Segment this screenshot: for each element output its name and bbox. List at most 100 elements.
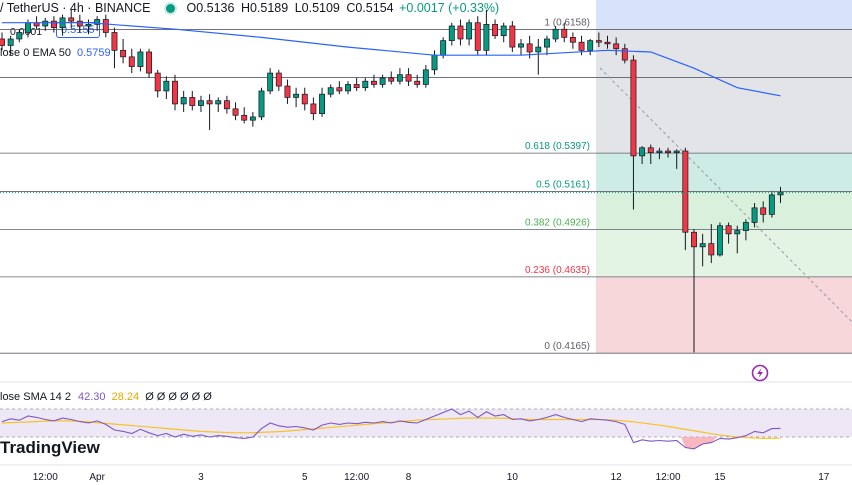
- symbol-label: / TetherUS · 4h · BINANCE: [0, 1, 151, 15]
- candle[interactable]: [474, 16, 481, 56]
- candle[interactable]: [223, 95, 230, 114]
- candle[interactable]: [768, 191, 775, 218]
- candle[interactable]: [656, 147, 663, 160]
- candle[interactable]: [518, 38, 524, 56]
- ema-legend-value: 0.5759: [77, 47, 111, 59]
- candle[interactable]: [492, 19, 499, 39]
- candle[interactable]: [76, 14, 83, 33]
- candle[interactable]: [621, 43, 628, 64]
- candle[interactable]: [448, 22, 455, 46]
- candle[interactable]: [189, 90, 196, 111]
- fib-zone: [596, 191, 852, 230]
- candle[interactable]: [42, 17, 49, 31]
- candle[interactable]: [284, 79, 291, 104]
- candle[interactable]: [422, 64, 429, 88]
- candle[interactable]: [232, 102, 239, 121]
- candle[interactable]: [691, 228, 697, 353]
- candle[interactable]: [146, 48, 152, 78]
- fib-zone: [596, 153, 852, 192]
- candle[interactable]: [647, 144, 654, 165]
- candle[interactable]: [293, 87, 300, 108]
- candle[interactable]: [16, 29, 23, 43]
- candle[interactable]: [353, 77, 360, 91]
- candle[interactable]: [734, 225, 741, 254]
- candle[interactable]: [431, 50, 438, 75]
- candle[interactable]: [604, 35, 611, 49]
- candle[interactable]: [457, 19, 464, 46]
- candle[interactable]: [396, 68, 403, 85]
- candle[interactable]: [673, 149, 680, 169]
- ema-legend[interactable]: lose 0 EMA 50 0.5759: [0, 47, 111, 59]
- candle[interactable]: [111, 27, 118, 69]
- candle[interactable]: [760, 201, 767, 223]
- candle[interactable]: [310, 97, 317, 121]
- fibonacci-zones: [596, 0, 852, 354]
- flash-icon[interactable]: [751, 364, 769, 382]
- candle[interactable]: [682, 147, 689, 251]
- candle[interactable]: [198, 95, 204, 113]
- candle[interactable]: [7, 35, 14, 56]
- candle[interactable]: [85, 19, 92, 35]
- candle[interactable]: [699, 233, 706, 267]
- candle[interactable]: [483, 9, 490, 56]
- candle[interactable]: [336, 81, 343, 95]
- candle[interactable]: [68, 9, 75, 28]
- candle[interactable]: [215, 97, 222, 113]
- ohlc-close: C0.5154: [346, 1, 394, 15]
- ohlc-change: +0.0017 (+0.33%): [399, 1, 500, 15]
- candle[interactable]: [379, 74, 386, 88]
- candle[interactable]: [163, 76, 170, 100]
- candle[interactable]: [414, 74, 421, 88]
- candle[interactable]: [500, 22, 507, 43]
- candle[interactable]: [639, 146, 646, 165]
- candle[interactable]: [102, 14, 109, 38]
- candle[interactable]: [50, 16, 57, 33]
- candle[interactable]: [154, 69, 161, 98]
- candle[interactable]: [751, 202, 758, 228]
- candle[interactable]: [59, 14, 66, 36]
- fibonacci-labels: 1 (0.6158) 0.618 (0.5397) 0.5 (0.5161) 0.38…: [525, 18, 590, 353]
- candle[interactable]: [595, 32, 602, 48]
- candle[interactable]: [543, 35, 550, 56]
- candle[interactable]: [120, 38, 127, 64]
- candle[interactable]: [587, 38, 594, 56]
- x-tick-label: 8: [406, 472, 412, 483]
- candle[interactable]: [301, 87, 308, 111]
- candle[interactable]: [249, 112, 256, 127]
- candle[interactable]: [630, 55, 637, 210]
- candle[interactable]: [275, 69, 282, 91]
- candle[interactable]: [0, 32, 5, 51]
- candle[interactable]: [708, 224, 715, 264]
- candle[interactable]: [172, 74, 178, 111]
- candle[interactable]: [561, 22, 568, 43]
- time-axis: 12:00 Apr 3 5 12:00 8 10 12 12:00 15 17: [0, 464, 852, 483]
- candle[interactable]: [267, 68, 274, 95]
- candle[interactable]: [725, 222, 732, 244]
- candle[interactable]: [345, 81, 351, 95]
- candle[interactable]: [466, 19, 473, 46]
- candle[interactable]: [742, 219, 749, 241]
- candle[interactable]: [405, 68, 412, 87]
- rsi-legend[interactable]: lose SMA 14 2 42.30 28.24 Ø Ø Ø Ø Ø Ø: [0, 391, 212, 403]
- candle[interactable]: [371, 74, 377, 88]
- candle[interactable]: [613, 37, 620, 56]
- candle[interactable]: [258, 87, 265, 121]
- candle[interactable]: [128, 48, 135, 74]
- candle[interactable]: [319, 87, 326, 117]
- rsi-legend-label: lose SMA 14 2: [0, 391, 71, 403]
- candle[interactable]: [569, 32, 576, 49]
- candle[interactable]: [327, 84, 334, 98]
- candle[interactable]: [362, 77, 369, 91]
- candle[interactable]: [206, 94, 213, 130]
- candle[interactable]: [137, 48, 144, 72]
- candle[interactable]: [716, 222, 723, 257]
- candle[interactable]: [665, 147, 672, 158]
- candle[interactable]: [552, 25, 559, 43]
- candle[interactable]: [535, 38, 542, 75]
- fib-label: 0.236 (0.4635): [525, 265, 590, 276]
- candle[interactable]: [241, 107, 248, 124]
- candle[interactable]: [180, 90, 187, 113]
- candle[interactable]: [509, 21, 516, 52]
- candle[interactable]: [388, 71, 395, 85]
